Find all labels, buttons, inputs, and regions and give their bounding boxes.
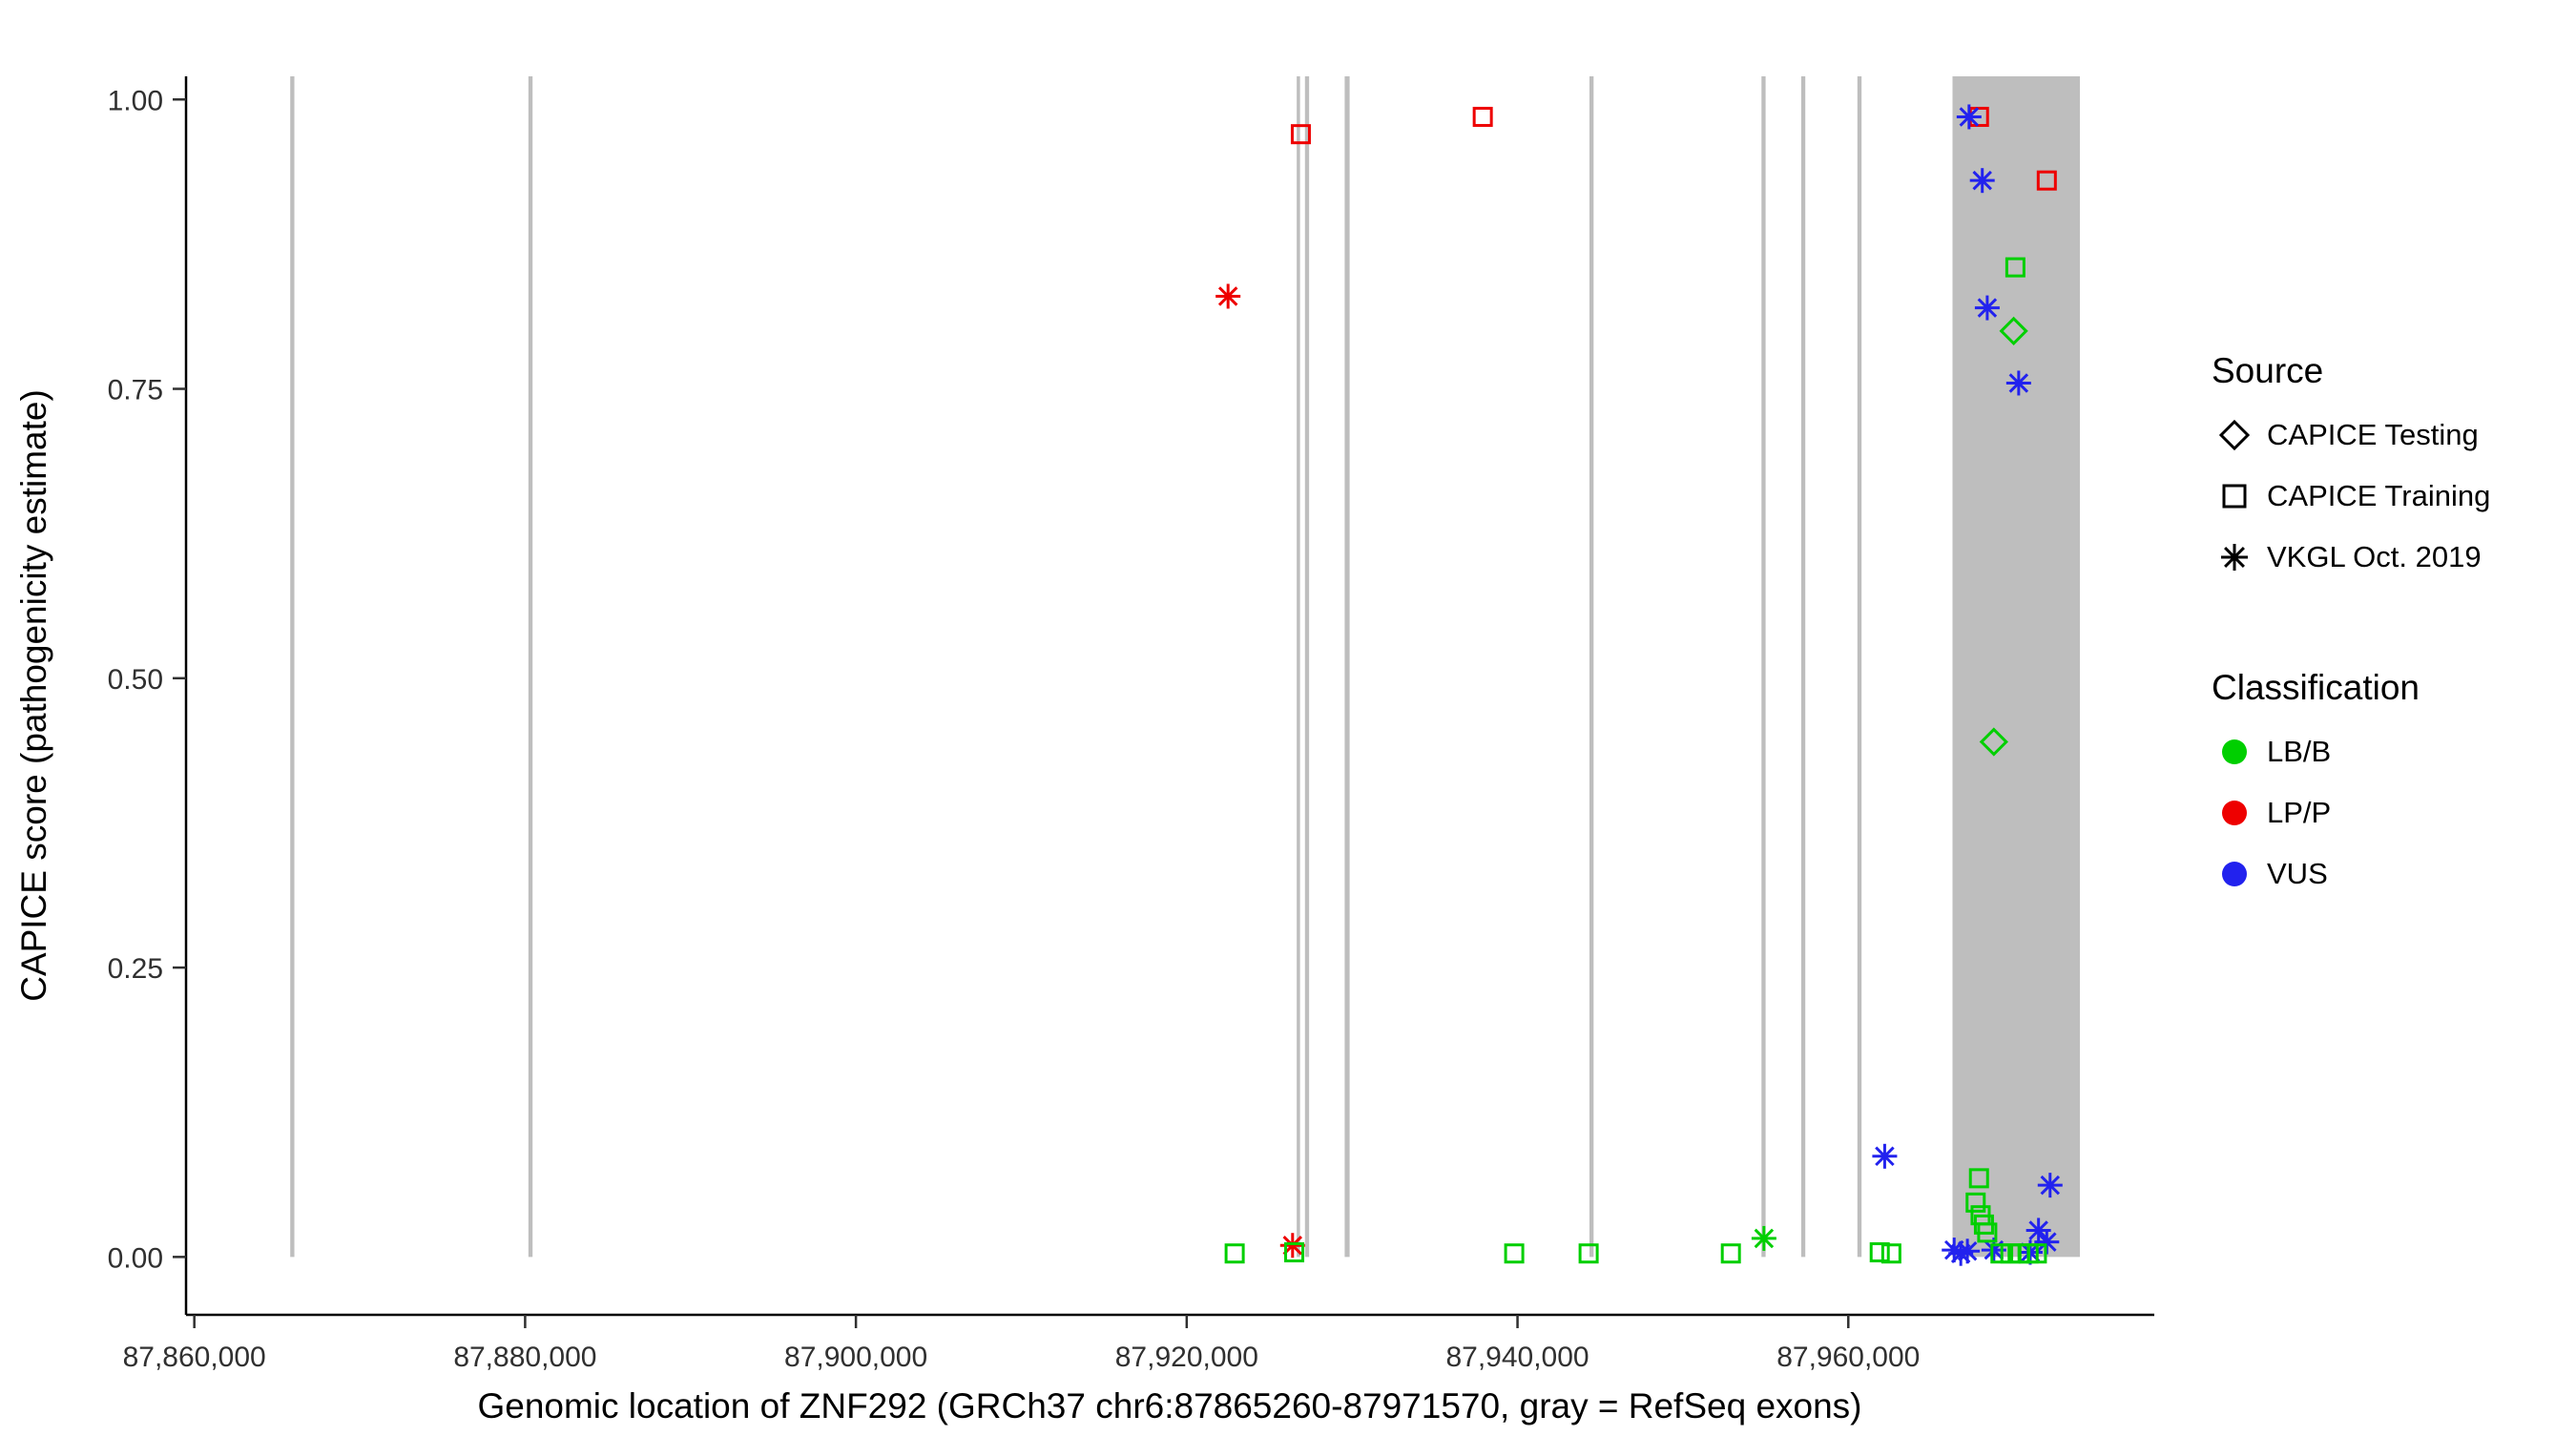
data-point-square (1869, 1241, 1890, 1262)
data-point-asterisk (1215, 283, 1241, 309)
data-point-asterisk (1751, 1225, 1776, 1251)
y-tick-label: 0.00 (108, 1242, 163, 1274)
blue-dot-icon (2222, 862, 2247, 886)
legend-item-lbb: LB/B (2212, 721, 2490, 782)
x-tick-label: 87,900,000 (784, 1342, 927, 1373)
legend-classification-section: Classification LB/B LP/P VUS (2212, 668, 2490, 905)
data-point-asterisk (2005, 370, 2031, 396)
red-dot-icon (2222, 801, 2247, 825)
legend-item-vus: VUS (2212, 843, 2490, 905)
data-point-square (1504, 1243, 1525, 1264)
data-point-square (1224, 1243, 1245, 1264)
data-point-square (1284, 1241, 1305, 1262)
data-point-square (2036, 170, 2057, 191)
exon-region (1761, 76, 1766, 1258)
plot-panel (186, 76, 2154, 1315)
legend-item-capice-training: CAPICE Training (2212, 466, 2490, 527)
data-point-diamond (1999, 316, 2028, 345)
data-point-asterisk (1279, 1233, 1305, 1259)
exon-region (1952, 76, 2080, 1258)
legend-item-label: LB/B (2267, 735, 2332, 768)
data-point-square (1880, 1243, 1901, 1264)
x-tick-label: 87,880,000 (453, 1342, 596, 1373)
x-tick-label: 87,920,000 (1115, 1342, 1258, 1373)
data-point-diamond (1979, 727, 2008, 757)
data-point-square (1290, 124, 1311, 145)
legend-item-lpp: LP/P (2212, 782, 2490, 843)
legend-item-label: VUS (2267, 857, 2328, 890)
data-point-square (1968, 1168, 1989, 1189)
y-tick-label: 0.50 (108, 664, 163, 696)
data-point-asterisk (1974, 295, 2000, 321)
y-axis-title: CAPICE score (pathogenicity estimate) (14, 389, 53, 1002)
data-point-asterisk (2037, 1173, 2063, 1198)
x-tick-label: 87,940,000 (1445, 1342, 1589, 1373)
data-point-square (2005, 257, 2025, 278)
data-point-square (1965, 1192, 1986, 1213)
exon-region (1297, 76, 1300, 1258)
diamond-icon (2218, 419, 2251, 451)
y-tick-label: 0.25 (108, 953, 163, 985)
data-point-square (2026, 1243, 2047, 1264)
exon-region (1800, 76, 1806, 1258)
exon-regions-layer (290, 76, 2080, 1258)
x-tick-label: 87,860,000 (123, 1342, 266, 1373)
data-point-square (1977, 1222, 1998, 1243)
legend-item-capice-testing: CAPICE Testing (2212, 405, 2490, 466)
exon-region (1304, 76, 1310, 1258)
axes-layer: 87,860,000 87,880,000 87,900,000 87,920,000… (108, 76, 2154, 1373)
data-point-square (1720, 1243, 1741, 1264)
legend-classification-title: Classification (2212, 668, 2420, 707)
exon-region (1344, 76, 1350, 1258)
legend-source-title: Source (2212, 351, 2324, 390)
asterisk-icon (2221, 544, 2248, 571)
exon-region (1857, 76, 1862, 1258)
x-axis-title: Genomic location of ZNF292 (GRCh37 chr6:… (477, 1386, 1861, 1426)
legend-item-label: CAPICE Training (2267, 479, 2491, 512)
green-dot-icon (2222, 739, 2247, 764)
legend-item-vkgl: VKGL Oct. 2019 (2212, 527, 2490, 588)
legend-item-label: CAPICE Testing (2267, 418, 2479, 451)
exon-region (1589, 76, 1594, 1258)
data-point-asterisk (1969, 168, 1995, 194)
exon-region (528, 76, 533, 1258)
legend: Source CAPICE Testing CAPICE Training VK… (2212, 351, 2490, 905)
legend-item-label: VKGL Oct. 2019 (2267, 540, 2482, 573)
square-icon (2222, 484, 2247, 509)
x-tick-label: 87,960,000 (1776, 1342, 1920, 1373)
y-tick-label: 1.00 (108, 85, 163, 116)
data-point-square (1472, 106, 1493, 127)
legend-source-section: Source CAPICE Testing CAPICE Training VK… (2212, 351, 2490, 588)
data-points-layer (1215, 104, 2063, 1266)
legend-item-label: LP/P (2267, 796, 2332, 829)
data-point-square (1578, 1243, 1599, 1264)
data-point-asterisk (1956, 104, 1982, 130)
data-point-asterisk (1872, 1143, 1898, 1169)
y-tick-label: 0.75 (108, 375, 163, 406)
exon-region (290, 76, 295, 1258)
data-point-asterisk (1955, 1238, 1981, 1264)
